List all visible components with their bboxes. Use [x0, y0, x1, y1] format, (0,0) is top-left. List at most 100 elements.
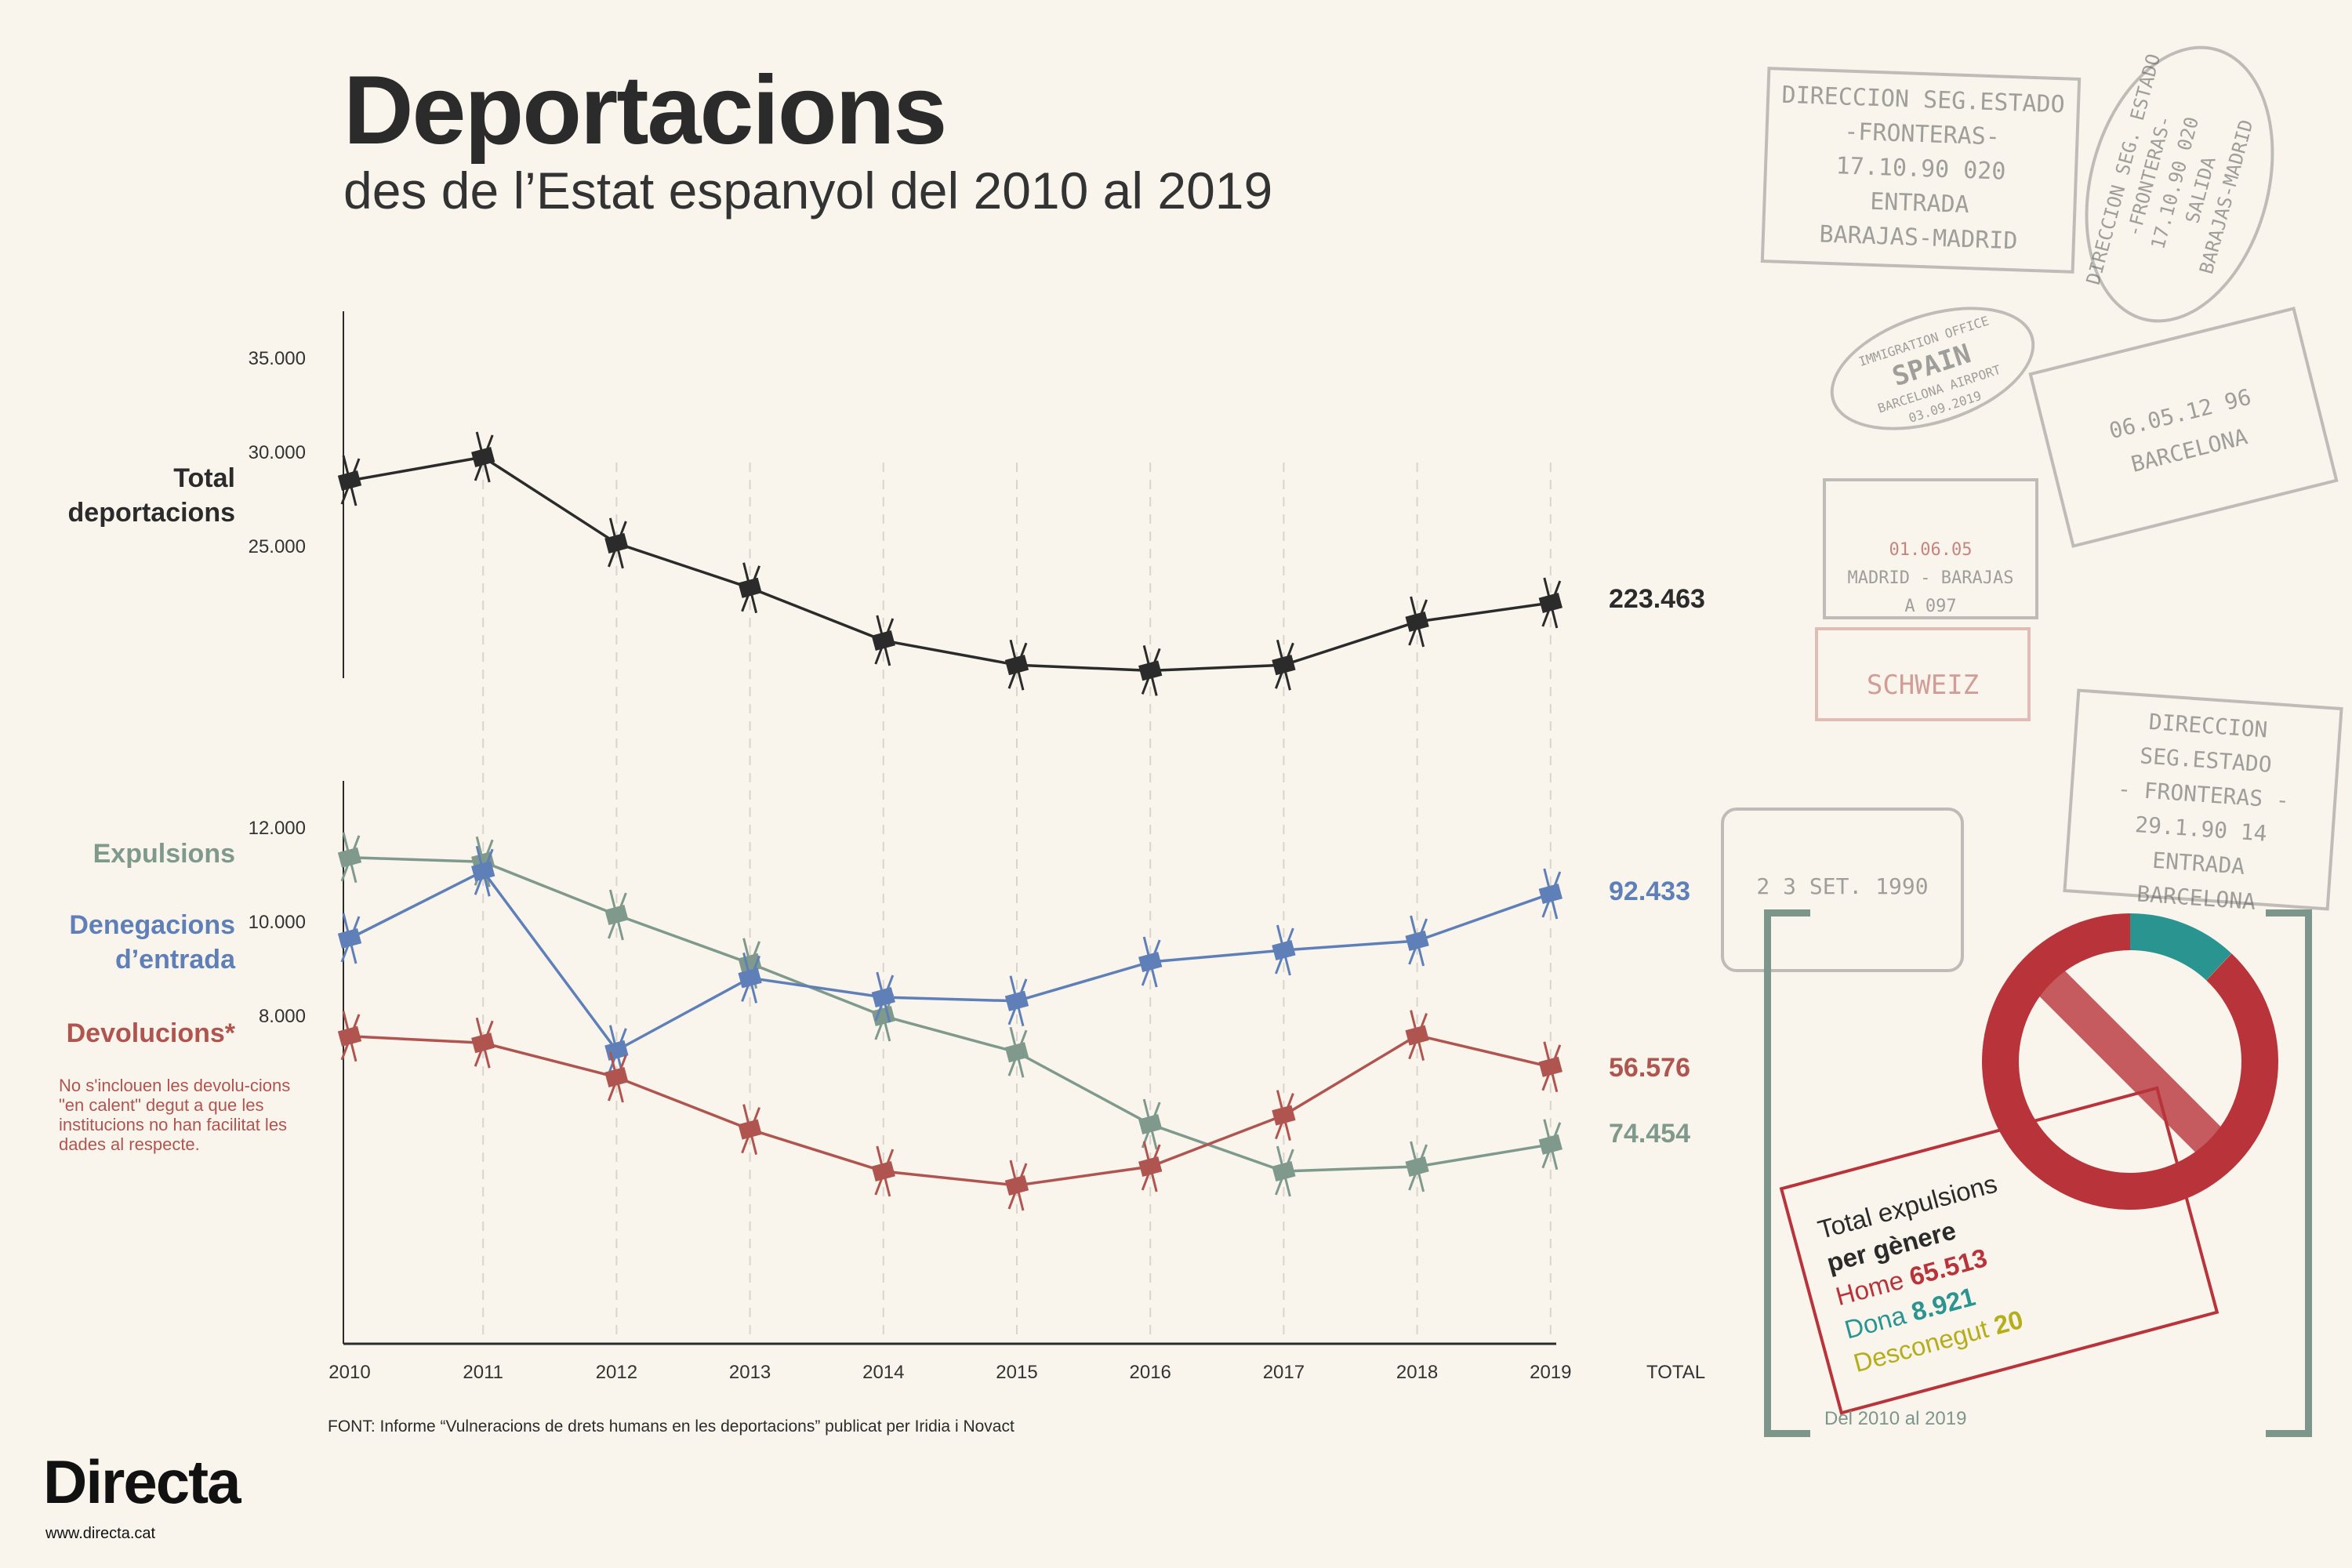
stamp-text: 01.06.05: [1889, 540, 1973, 560]
barb-spikes: [1274, 924, 1294, 976]
data-point: [1004, 975, 1029, 1027]
data-point: [1138, 936, 1163, 988]
stamp-text: A 097: [1904, 597, 1957, 616]
series-line: [349, 869, 1552, 1053]
data-point: [1538, 868, 1563, 920]
barb-spikes: [1274, 1145, 1294, 1197]
donut-slice-desconegut: [2206, 953, 2232, 981]
series-total-label: 74.454: [1609, 1119, 1690, 1149]
barb-spikes: [874, 971, 895, 1023]
data-point: [1538, 1119, 1563, 1171]
series-line: [349, 1033, 1552, 1187]
data-point: [1538, 1041, 1563, 1093]
y-tick-label: 12.000: [249, 818, 306, 839]
series-label-expulsions: Expulsions: [93, 839, 235, 869]
series-label-denegacions: Denegacions d’entrada: [69, 908, 235, 977]
directa-url: www.directa.cat: [45, 1525, 156, 1542]
barb-spikes: [741, 1104, 761, 1155]
x-tick-label: 2015: [996, 1362, 1037, 1383]
label-line: Denegacions: [69, 910, 235, 940]
data-point: [1405, 596, 1429, 648]
data-point: [871, 971, 895, 1023]
data-point: [471, 1017, 495, 1069]
frame-bracket-left: [1764, 909, 1810, 1437]
data-point: [337, 913, 362, 964]
barb-spikes: [607, 889, 627, 941]
data-point: [738, 1104, 762, 1155]
data-point: [871, 615, 895, 666]
barb-spikes: [340, 1011, 361, 1062]
data-point: [337, 1011, 362, 1062]
barb-spikes: [1141, 1141, 1161, 1192]
barb-spikes: [1141, 645, 1161, 696]
barb-spikes: [874, 1145, 895, 1197]
page-subtitle: des de l’Estat espanyol del 2010 al 2019: [343, 162, 1273, 220]
series-total-label: 92.433: [1609, 877, 1690, 906]
barb-spikes: [474, 845, 494, 897]
barb-spikes: [1408, 1010, 1428, 1061]
barb-spikes: [1274, 1090, 1294, 1141]
barb-spikes: [1274, 639, 1294, 691]
data-point: [1004, 1160, 1029, 1211]
y-tick-label: 30.000: [249, 442, 306, 463]
barb-spikes: [607, 517, 627, 569]
footnote: No s'inclouen les devolu-cions "en calen…: [59, 1076, 291, 1154]
data-point: [604, 1051, 629, 1103]
y-tick-label: 35.000: [249, 348, 306, 369]
data-point: [471, 431, 495, 483]
data-point: [1538, 577, 1563, 629]
barb-spikes: [874, 615, 895, 666]
stamp-text: SCHWEIZ: [1866, 670, 1980, 701]
prohibition-slash: [2027, 958, 2234, 1165]
series-line: [349, 456, 1552, 673]
barb-spikes: [1408, 596, 1428, 648]
barb-spikes: [1007, 1160, 1028, 1211]
y-tick-label: 8.000: [259, 1006, 306, 1027]
data-point: [604, 889, 629, 941]
stamp-text: MADRID - BARAJAS: [1847, 568, 2014, 588]
source-note: FONT: Informe “Vulneracions de drets hum…: [328, 1417, 1014, 1436]
data-point: [1272, 639, 1296, 691]
barb-spikes: [607, 1051, 627, 1103]
data-point: [1138, 1098, 1163, 1150]
barb-spikes: [1007, 639, 1028, 691]
x-tick-label: 2011: [463, 1362, 503, 1383]
y-tick-label: 25.000: [249, 536, 306, 557]
x-tick-label: 2012: [596, 1362, 637, 1383]
data-point: [738, 953, 762, 1004]
x-tick-label: 2018: [1396, 1362, 1438, 1383]
series-line: [349, 856, 1552, 1173]
data-point: [1405, 915, 1429, 967]
x-tick-label: 2016: [1130, 1362, 1171, 1383]
data-point: [1138, 645, 1163, 696]
barb-spikes: [474, 1017, 494, 1069]
barb-spikes: [741, 562, 761, 614]
data-point: [1138, 1141, 1163, 1192]
data-point: [337, 832, 362, 884]
barb-spikes: [1541, 1119, 1562, 1171]
x-tick-label: 2010: [328, 1362, 370, 1383]
data-point: [1405, 1141, 1429, 1192]
page-title: Deportacions: [343, 56, 947, 165]
data-point: [1004, 639, 1029, 691]
series-label-devolucions: Devolucions*: [66, 1018, 235, 1048]
barb-spikes: [741, 953, 761, 1004]
y-tick-label: 10.000: [249, 912, 306, 933]
data-point: [1405, 1010, 1429, 1061]
barb-spikes: [1007, 975, 1028, 1027]
barb-spikes: [1541, 868, 1562, 920]
data-point: [1004, 1026, 1029, 1078]
barb-spikes: [474, 431, 494, 483]
donut-slice-dona: [2130, 913, 2232, 981]
data-point: [1272, 924, 1296, 976]
barb-spikes: [1541, 1041, 1562, 1093]
barb-spikes: [1141, 1098, 1161, 1150]
stamp: 01.06.05 MADRID - BARAJAS A 097: [1823, 478, 2038, 619]
x-tick-label: 2014: [862, 1362, 904, 1383]
stamp-text: 2 3 SET. 1990: [1756, 873, 1929, 899]
barb-spikes: [1408, 915, 1428, 967]
series-label-total: Total deportacions: [67, 463, 235, 528]
data-point: [604, 517, 629, 569]
stamp: 2 3 SET. 1990: [1721, 808, 1964, 972]
